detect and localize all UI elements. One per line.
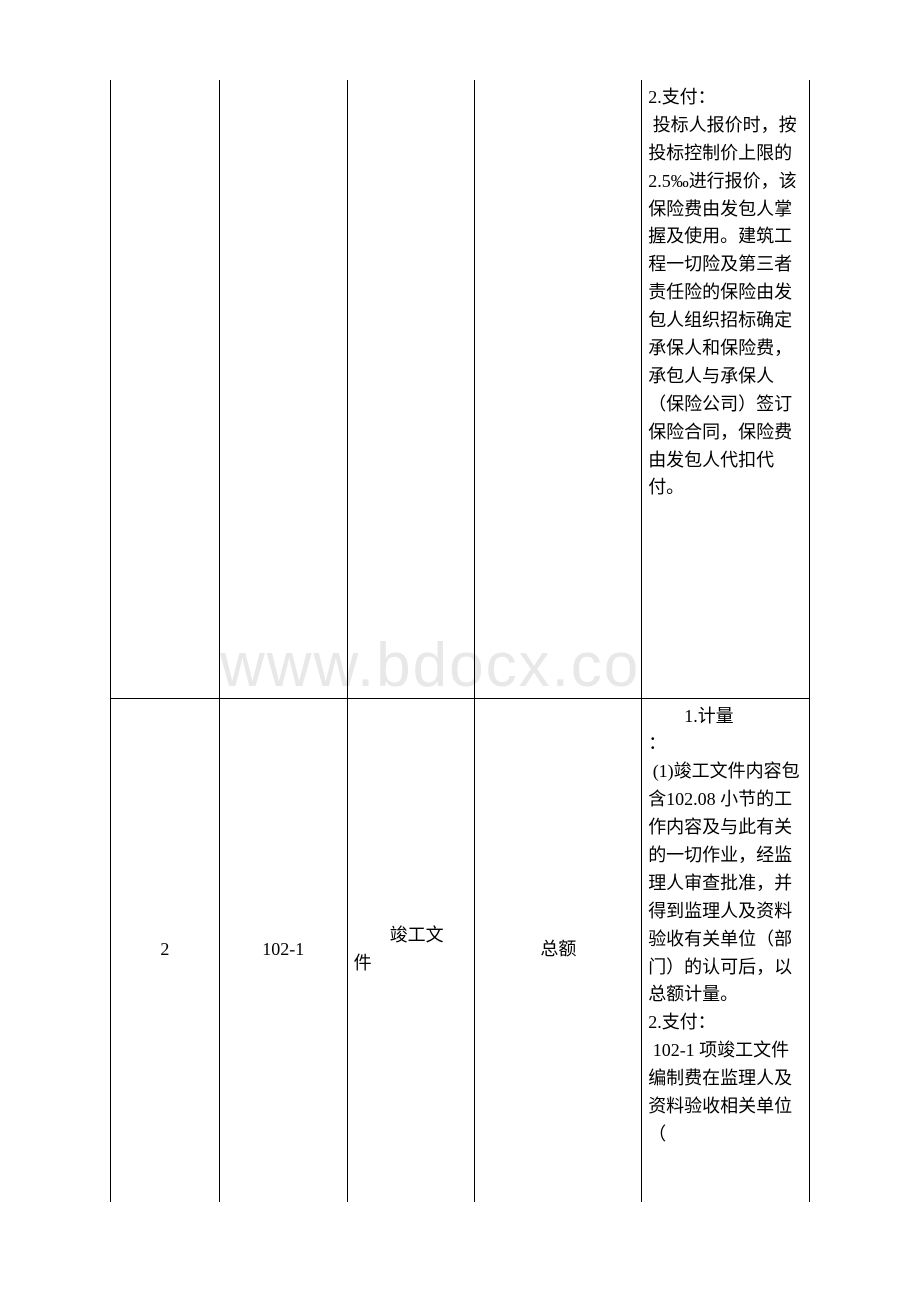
- cell-item: 竣工文 件: [347, 698, 475, 1202]
- cell-seq: 2: [111, 698, 220, 1202]
- cell-desc: 1.计量： (1)竣工文件内容包含102.08 小节的工作内容及与此有关的一切作…: [642, 698, 810, 1202]
- document-table: 2.支付： 投标人报价时，按投标控制价上限的 2.5‰进行报价，该保险费由发包人…: [110, 80, 810, 1202]
- cell-code: 102-1: [219, 698, 347, 1202]
- cell-code: [219, 80, 347, 698]
- desc-text: 2.支付： 投标人报价时，按投标控制价上限的 2.5‰进行报价，该保险费由发包人…: [648, 87, 797, 497]
- table-row: 2.支付： 投标人报价时，按投标控制价上限的 2.5‰进行报价，该保险费由发包人…: [111, 80, 810, 698]
- item-line1: 竣工文: [354, 922, 469, 950]
- item-line2: 件: [354, 950, 469, 978]
- cell-seq: [111, 80, 220, 698]
- cell-desc: 2.支付： 投标人报价时，按投标控制价上限的 2.5‰进行报价，该保险费由发包人…: [642, 80, 810, 698]
- cell-item: [347, 80, 475, 698]
- desc-indent: 1.计量: [648, 703, 801, 731]
- table-row: 2 102-1 竣工文 件 总额 1.计量： (1)竣工文件内容包含102.08…: [111, 698, 810, 1202]
- cell-unit: 总额: [475, 698, 642, 1202]
- desc-body: ： (1)竣工文件内容包含102.08 小节的工作内容及与此有关的一切作业，经监…: [648, 733, 800, 1143]
- cell-unit: [475, 80, 642, 698]
